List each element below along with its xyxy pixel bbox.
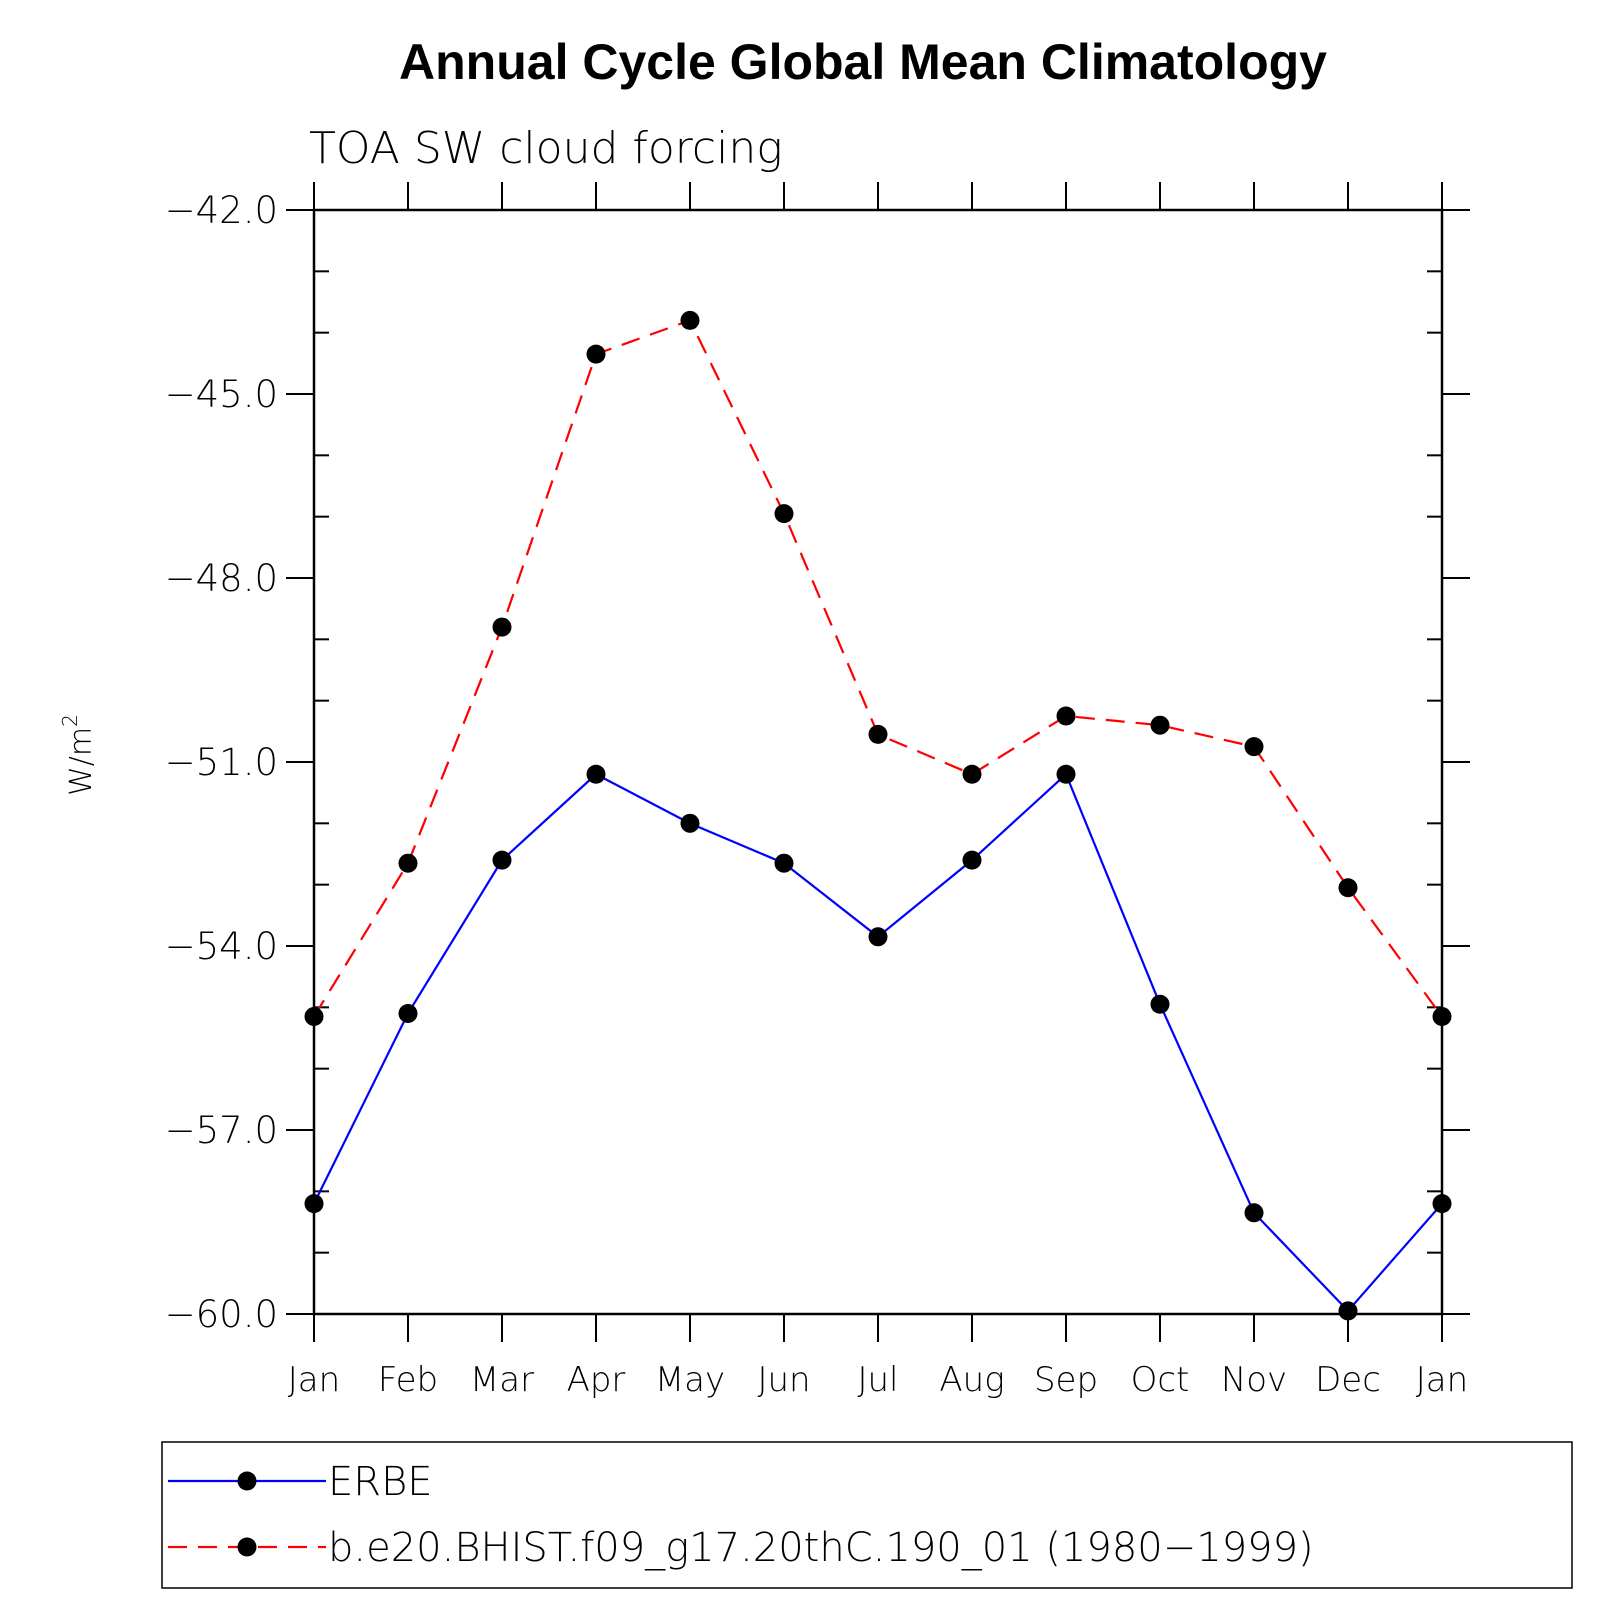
axis-ticks [286,182,1470,1342]
x-tick-label: Jan [1416,1360,1468,1400]
data-point-series-2 [586,344,606,364]
chart-title: Annual Cycle Global Mean Climatology [399,34,1327,90]
data-point-series-2 [962,764,982,784]
data-point-series-2 [1244,737,1264,757]
series-line-2 [313,319,1443,1018]
series-line-1 [313,772,1443,1313]
data-point-series-1 [1056,764,1076,784]
x-tick-label: Apr [567,1360,626,1400]
y-tick-label: −57.0 [165,1109,278,1152]
y-tick-label: −48.0 [165,557,278,600]
y-tick-label: −54.0 [165,925,278,968]
data-point-series-2 [774,504,794,524]
y-tick-label: −45.0 [165,373,278,416]
legend-label-1: ERBE [328,1459,433,1505]
x-tick-label: Sep [1034,1360,1098,1400]
y-axis-label: W/m2 [58,714,99,796]
x-tick-label: Dec [1315,1360,1381,1400]
y-tick-label: −60.0 [165,1293,278,1336]
data-point-series-1 [962,850,982,870]
x-tick-label: Jul [857,1360,898,1400]
data-point-series-2 [1150,715,1170,735]
x-tick-label: Jan [288,1360,340,1400]
data-point-series-2 [1056,706,1076,726]
data-point-series-2 [492,617,512,637]
x-tick-label: May [655,1360,725,1400]
data-point-series-1 [1150,994,1170,1014]
y-axis-label-text: W/m [64,727,99,796]
y-tick-label: −42.0 [165,189,278,232]
series-layer [304,310,1452,1321]
chart-subtitle: TOA SW cloud forcing [309,123,783,174]
legend-label-2: b.e20.BHIST.f09_g17.20thC.190_01 (1980−1… [328,1525,1314,1571]
data-point-series-1 [586,764,606,784]
legend-marker-1 [237,1471,257,1491]
legend-marker-2 [237,1537,257,1557]
data-point-series-1 [774,853,794,873]
y-axis-label-superscript: 2 [58,714,82,727]
data-point-series-1 [868,927,888,947]
data-point-series-1 [398,1003,418,1023]
data-point-series-2 [680,310,700,330]
data-point-series-2 [868,724,888,744]
data-point-series-2 [1338,878,1358,898]
series-lines [313,319,1443,1313]
data-point-series-1 [1244,1203,1264,1223]
legend-box [161,1441,1573,1589]
svg-text:W/m2: W/m2 [58,714,99,796]
x-tick-label: Jun [757,1360,810,1400]
data-point-series-2 [398,853,418,873]
y-tick-label: −51.0 [165,741,278,784]
data-point-series-1 [492,850,512,870]
y-tick-labels: −42.0 −45.0 −48.0 −51.0 −54.0 −57.0 −60.0 [165,189,278,1336]
legend: ERBE b.e20.BHIST.f09_g17.20thC.190_01 (19… [161,1441,1573,1589]
x-tick-label: Oct [1131,1360,1190,1400]
x-tick-label: Mar [470,1360,534,1400]
x-tick-label: Feb [378,1360,438,1400]
plot-frame [312,208,1444,1316]
data-point-series-1 [680,813,700,833]
series-markers [304,310,1452,1321]
data-point-series-1 [1338,1301,1358,1321]
x-tick-label: Nov [1221,1360,1287,1400]
x-tick-labels: Jan Feb Mar Apr May Jun Jul Aug Sep Oct Nov Dec Jan [288,1360,1468,1400]
x-tick-label: Aug [939,1360,1004,1400]
